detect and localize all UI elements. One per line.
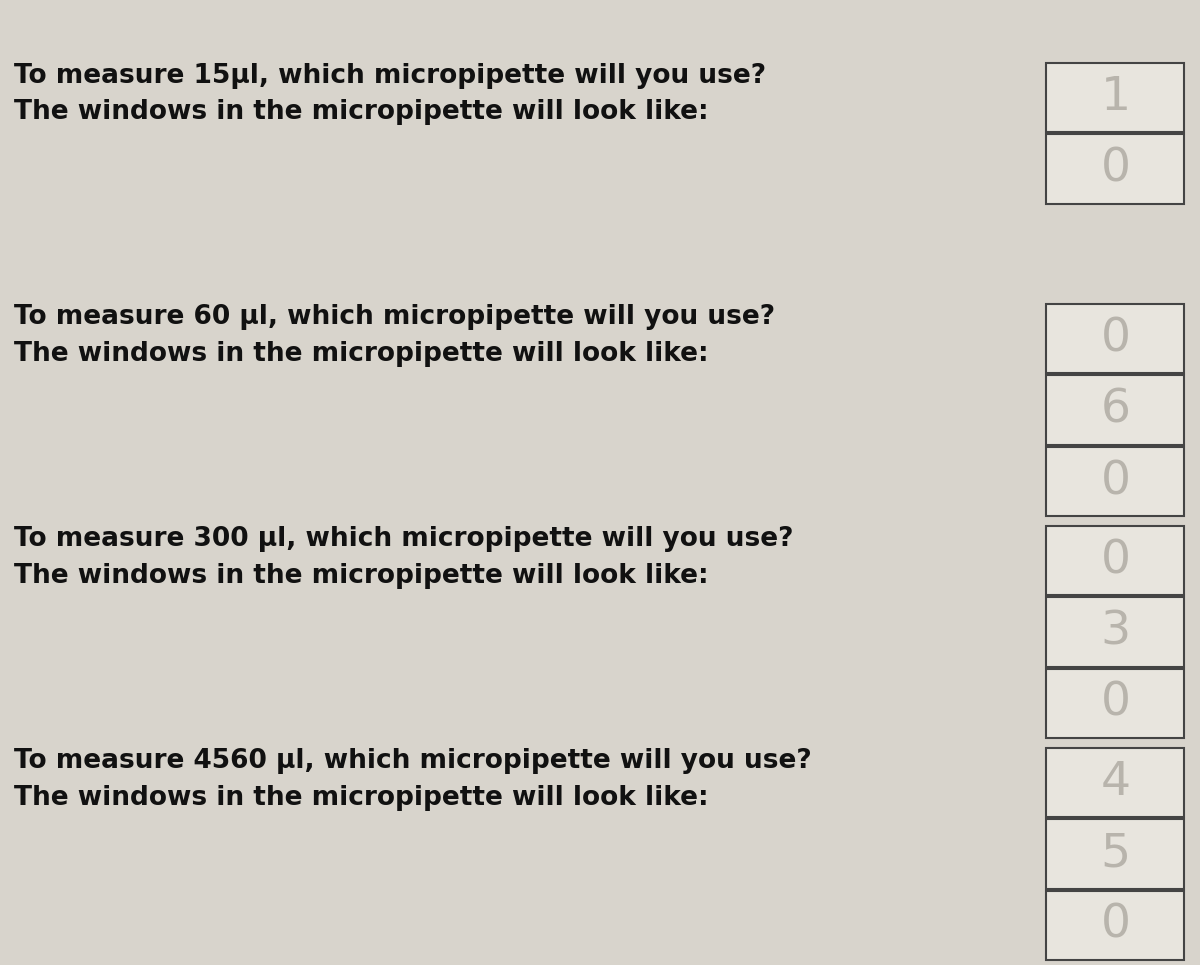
Bar bbox=[1046, 819, 1184, 889]
Bar bbox=[1046, 597, 1184, 667]
Bar bbox=[1046, 304, 1184, 373]
Text: The windows in the micropipette will look like:: The windows in the micropipette will loo… bbox=[14, 341, 709, 367]
Bar bbox=[1046, 526, 1184, 595]
Bar bbox=[1046, 375, 1184, 445]
Text: 0: 0 bbox=[1100, 147, 1130, 191]
Text: To measure 300 µl, which micropipette will you use?: To measure 300 µl, which micropipette wi… bbox=[14, 526, 794, 552]
Bar bbox=[1046, 748, 1184, 817]
Text: 0: 0 bbox=[1100, 903, 1130, 948]
Text: The windows in the micropipette will look like:: The windows in the micropipette will loo… bbox=[14, 785, 709, 811]
Text: 3: 3 bbox=[1100, 610, 1130, 654]
Text: The windows in the micropipette will look like:: The windows in the micropipette will loo… bbox=[14, 563, 709, 589]
Text: 0: 0 bbox=[1100, 317, 1130, 361]
Bar bbox=[1046, 447, 1184, 516]
Bar bbox=[1046, 669, 1184, 738]
Bar bbox=[1046, 134, 1184, 204]
Text: To measure 4560 µl, which micropipette will you use?: To measure 4560 µl, which micropipette w… bbox=[14, 748, 812, 774]
Text: 6: 6 bbox=[1100, 388, 1130, 432]
Text: 0: 0 bbox=[1100, 681, 1130, 726]
Text: 1: 1 bbox=[1100, 75, 1130, 120]
Text: To measure 15µl, which micropipette will you use?: To measure 15µl, which micropipette will… bbox=[14, 63, 767, 89]
Text: To measure 60 µl, which micropipette will you use?: To measure 60 µl, which micropipette wil… bbox=[14, 304, 775, 330]
Text: 4: 4 bbox=[1100, 760, 1130, 805]
Text: 5: 5 bbox=[1100, 832, 1130, 876]
Text: The windows in the micropipette will look like:: The windows in the micropipette will loo… bbox=[14, 99, 709, 125]
Bar bbox=[1046, 891, 1184, 960]
Bar bbox=[1046, 63, 1184, 132]
Text: 0: 0 bbox=[1100, 459, 1130, 504]
Text: 0: 0 bbox=[1100, 538, 1130, 583]
